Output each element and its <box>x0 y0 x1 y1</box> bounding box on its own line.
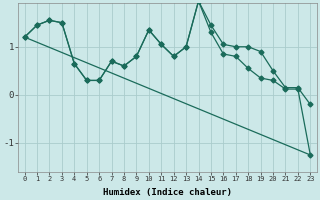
X-axis label: Humidex (Indice chaleur): Humidex (Indice chaleur) <box>103 188 232 197</box>
